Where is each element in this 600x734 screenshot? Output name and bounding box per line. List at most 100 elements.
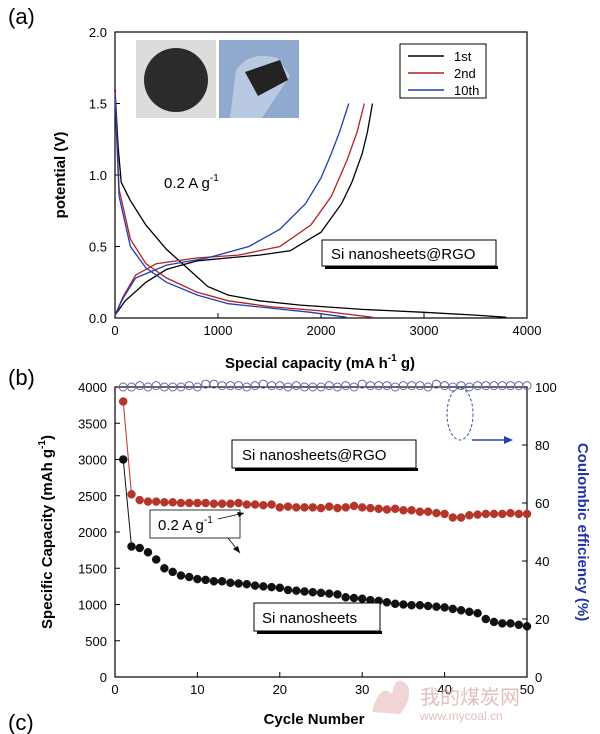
chart-a-legend: 1st 2nd 10th [399,43,487,99]
panel-label-b: (b) [8,365,35,390]
b-point-s2-7 [176,382,186,392]
chart-b-rgo-label: Si nanosheets@RGO [231,439,418,471]
a-ytick-label-4: 2.0 [89,25,107,40]
b-point-s0-36 [415,507,425,516]
ce-highlight-ellipse [446,387,474,441]
b-point-s2-27 [341,381,351,391]
b-point-s0-45 [489,509,499,519]
b-point-s2-17 [258,379,268,389]
b-point-s0-30 [366,503,375,513]
a-curve-10th-charge [114,103,350,316]
b-point-s0-11 [209,499,219,508]
b-point-s2-15 [242,382,252,392]
b-point-s1-49 [522,622,532,631]
chart-b-y2label: Coulombic efficiency (%) [574,443,591,621]
b-point-s0-5 [160,498,169,507]
a-xtick-label-4: 4000 [513,323,542,338]
chart-b-si-label: Si nanosheets [253,602,382,634]
inset-photo-electrode [136,40,216,118]
b-point-s0-31 [374,504,383,514]
b-point-s2-31 [374,381,384,391]
b-point-s2-36 [415,381,425,391]
b-point-s1-9 [193,574,202,584]
b-point-s2-21 [291,381,301,391]
legend-label-1st: 1st [454,49,472,64]
b-point-s0-16 [250,500,260,509]
b-point-s1-34 [399,600,408,609]
b-point-s1-15 [242,579,252,589]
a-xtick-label-2: 2000 [307,323,336,338]
b-point-s0-38 [432,508,441,518]
b-point-s0-12 [217,499,227,508]
b-connector-1 [122,459,132,547]
b-point-s0-7 [176,498,186,508]
si-label-text: Si nanosheets [262,610,357,627]
a-curve-1st-charge [114,103,374,316]
b-point-s2-39 [440,381,450,391]
b-point-s0-27 [341,503,350,512]
b-point-s0-40 [448,513,458,522]
b-y2tick-label-5: 100 [535,380,557,395]
chart-a-ylabel: potential (V) [52,132,69,219]
chart-b-ylabel: Specific Capacity (mAh g-1) [37,435,56,629]
rgo-label-text: Si nanosheets@RGO [242,447,386,464]
b-point-s2-4 [151,381,161,391]
b-y2tick-label-0: 0 [535,670,542,685]
b-point-s1-23 [308,587,318,597]
b-point-s1-40 [448,604,458,614]
b-point-s1-29 [357,594,367,603]
b-point-s0-19 [275,503,285,512]
a-ytick-label-1: 0.5 [89,240,107,255]
legend-label-10th: 10th [454,83,479,98]
b-point-s1-11 [209,577,219,586]
b-point-s0-22 [300,503,309,512]
b-point-s2-44 [481,381,491,391]
b-point-s0-8 [184,498,194,508]
material-label-text: Si nanosheets@RGO [331,246,475,263]
b-point-s1-19 [275,583,285,593]
watermark: 我的煤炭网 www.mycoal.cn [372,680,520,723]
b-point-s2-14 [234,381,244,391]
b-point-s0-44 [481,509,491,519]
b-point-s2-20 [283,382,293,392]
b-ytick-label-7: 3500 [78,416,107,431]
b-point-s2-48 [514,381,524,391]
b-point-s2-19 [275,381,285,391]
b-point-s0-23 [308,503,318,512]
a-ytick-label-0: 0.0 [89,311,107,326]
panel-label-a: (a) [8,4,35,29]
b-xtick-label-0: 0 [111,682,118,697]
b-point-s1-3 [143,548,153,557]
watermark-text: 我的煤炭网 [420,686,520,709]
b-point-s0-33 [390,504,400,514]
b-y2tick-label-3: 60 [535,496,549,511]
b-point-s0-49 [522,509,532,519]
b-point-s2-28 [349,382,359,392]
chart-a-xlabel: Special capacity (mA h-1 g) [225,353,415,372]
chart-b-ticks: 0 10 20 30 40 5005001000150020002500300035004… [78,380,557,697]
b-point-s0-42 [465,511,474,520]
b-point-s0-0 [118,397,128,406]
a-curve-1st-discharge [114,89,507,318]
b-y2tick-label-2: 40 [535,554,549,569]
b-point-s1-5 [160,564,169,573]
b-point-s0-4 [151,497,161,506]
b-point-s1-37 [423,601,433,611]
b-point-s2-12 [217,381,227,391]
b-point-s1-35 [407,600,416,610]
b-point-s1-2 [135,543,144,553]
b-point-s1-0 [118,455,128,464]
legend-label-2nd: 2nd [454,66,476,81]
b-point-s2-46 [497,381,507,391]
panel-label-c: (c) [8,710,34,734]
b-point-s1-44 [481,614,491,624]
b-point-s1-1 [127,542,136,551]
b-point-s0-32 [382,505,392,514]
b-point-s1-21 [292,586,301,595]
b-point-s1-17 [259,582,268,591]
b-point-s0-18 [267,500,276,509]
b-point-s2-30 [365,381,375,391]
b-ytick-label-3: 1500 [78,561,107,576]
b-xtick-label-4: 40 [437,682,451,697]
